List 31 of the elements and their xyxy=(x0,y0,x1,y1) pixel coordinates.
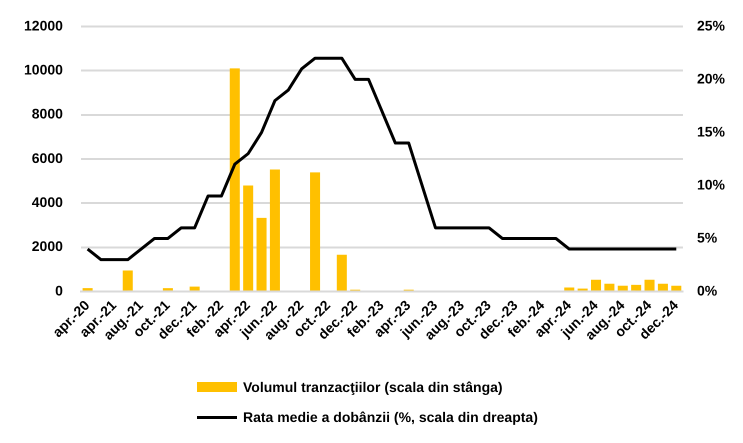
y-tick-label: 8000 xyxy=(32,106,64,122)
legend-label: Rata medie a dobânzii (%, scala din dreapta) xyxy=(243,409,538,425)
y-tick-label: 6000 xyxy=(32,150,64,166)
bar xyxy=(243,185,254,290)
y2-tick-label: 20% xyxy=(696,70,726,86)
bar xyxy=(256,218,267,290)
y-tick-label: 12000 xyxy=(24,17,64,34)
y2-tick-label: 15% xyxy=(696,123,726,140)
bar xyxy=(591,280,602,290)
y-tick-label: 2000 xyxy=(32,238,64,254)
bar xyxy=(190,286,200,290)
y2-tick-label: 25% xyxy=(696,17,726,34)
bar xyxy=(618,286,628,290)
legend-label: Volumul tranzacţiilor (scala din stânga) xyxy=(243,379,503,395)
bar xyxy=(658,284,668,290)
bar xyxy=(644,280,655,290)
bar xyxy=(122,270,133,290)
bar xyxy=(604,284,614,290)
bar xyxy=(564,287,574,290)
bar xyxy=(631,284,642,290)
y2-tick-label: 5% xyxy=(696,229,718,246)
y-tick-label: 0 xyxy=(55,282,64,298)
y-tick-label: 4000 xyxy=(32,194,64,210)
y-tick-label: 10000 xyxy=(24,61,64,78)
bar xyxy=(230,68,240,290)
bar xyxy=(310,172,320,290)
y2-tick-label: 0% xyxy=(696,282,718,298)
bar xyxy=(671,286,682,290)
bar xyxy=(270,170,280,290)
bar xyxy=(336,254,347,290)
y2-tick-label: 10% xyxy=(696,176,726,192)
